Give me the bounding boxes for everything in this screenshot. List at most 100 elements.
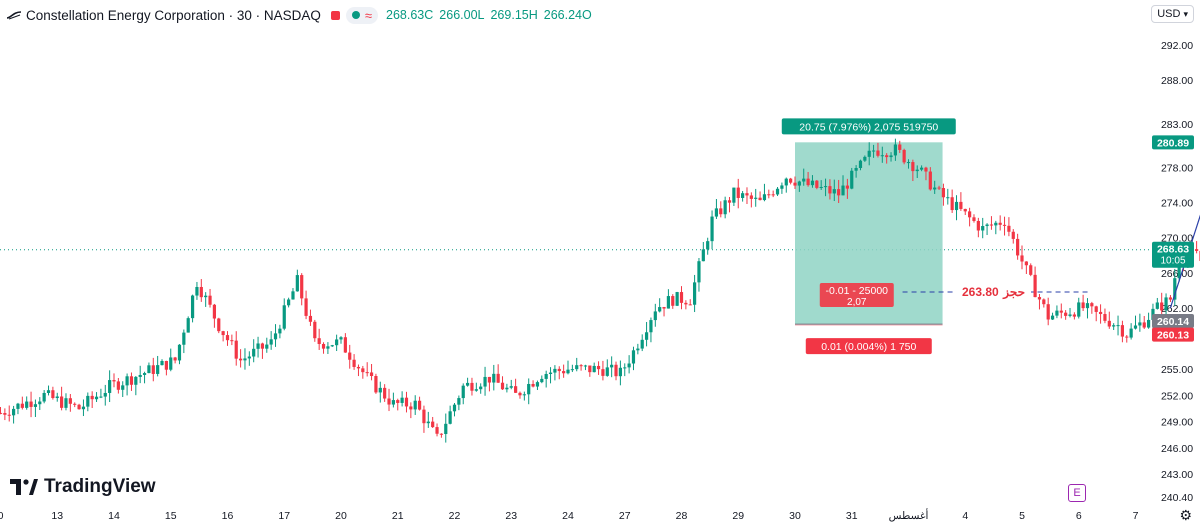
candle[interactable] bbox=[719, 208, 723, 215]
candle[interactable] bbox=[383, 387, 387, 399]
candle[interactable] bbox=[164, 360, 168, 370]
candle[interactable] bbox=[627, 363, 631, 368]
candle[interactable] bbox=[562, 371, 566, 374]
candle[interactable] bbox=[33, 404, 38, 407]
candle[interactable] bbox=[208, 295, 212, 305]
candle[interactable] bbox=[335, 339, 339, 346]
candle[interactable] bbox=[575, 365, 579, 370]
candle[interactable] bbox=[1020, 255, 1024, 262]
candle[interactable] bbox=[780, 185, 784, 189]
candle[interactable] bbox=[540, 378, 544, 383]
candle[interactable] bbox=[522, 394, 526, 396]
candle[interactable] bbox=[505, 387, 509, 390]
candle[interactable] bbox=[11, 408, 16, 416]
candle[interactable] bbox=[880, 155, 884, 157]
candle[interactable] bbox=[1081, 302, 1085, 309]
candle[interactable] bbox=[51, 390, 55, 399]
candle[interactable] bbox=[169, 357, 173, 370]
candle[interactable] bbox=[278, 328, 282, 334]
candle[interactable] bbox=[1098, 311, 1103, 315]
candle[interactable] bbox=[527, 383, 531, 395]
candle[interactable] bbox=[867, 150, 871, 157]
candle[interactable] bbox=[688, 304, 692, 306]
candle[interactable] bbox=[29, 401, 33, 407]
candle[interactable] bbox=[500, 382, 505, 390]
candle[interactable] bbox=[151, 365, 155, 374]
candle[interactable] bbox=[3, 413, 7, 415]
stop-zone[interactable] bbox=[795, 324, 943, 326]
candle[interactable] bbox=[644, 332, 649, 340]
candle[interactable] bbox=[548, 372, 553, 374]
candle[interactable] bbox=[889, 155, 893, 158]
candle[interactable] bbox=[1011, 231, 1015, 239]
candle[interactable] bbox=[1033, 274, 1037, 298]
candle[interactable] bbox=[614, 364, 618, 377]
candle[interactable] bbox=[221, 331, 225, 336]
candle[interactable] bbox=[701, 249, 705, 262]
candle[interactable] bbox=[230, 340, 234, 342]
candle[interactable] bbox=[876, 150, 880, 156]
candle[interactable] bbox=[662, 307, 666, 309]
candle[interactable] bbox=[850, 170, 854, 189]
candle[interactable] bbox=[1059, 310, 1063, 313]
candle[interactable] bbox=[243, 358, 247, 361]
candle[interactable] bbox=[308, 315, 313, 322]
candle[interactable] bbox=[640, 339, 644, 349]
candle[interactable] bbox=[147, 365, 151, 374]
candle[interactable] bbox=[326, 346, 330, 349]
candle[interactable] bbox=[837, 189, 841, 196]
candle[interactable] bbox=[90, 395, 94, 400]
candle[interactable] bbox=[623, 367, 627, 369]
candle[interactable] bbox=[937, 187, 941, 189]
candle[interactable] bbox=[1173, 278, 1177, 300]
candle[interactable] bbox=[784, 178, 788, 186]
candle[interactable] bbox=[666, 296, 671, 309]
candle[interactable] bbox=[963, 208, 967, 212]
candle[interactable] bbox=[692, 282, 697, 305]
candle[interactable] bbox=[658, 307, 662, 312]
candle[interactable] bbox=[116, 381, 120, 390]
candle[interactable] bbox=[16, 403, 20, 409]
candle[interactable] bbox=[1125, 336, 1129, 338]
candle[interactable] bbox=[1107, 320, 1111, 327]
candle[interactable] bbox=[321, 343, 326, 349]
candle[interactable] bbox=[736, 187, 740, 198]
candle[interactable] bbox=[514, 386, 518, 393]
candle[interactable] bbox=[954, 201, 959, 211]
candle[interactable] bbox=[535, 382, 540, 387]
candle[interactable] bbox=[212, 304, 217, 319]
candle[interactable] bbox=[1195, 249, 1199, 251]
candle[interactable] bbox=[422, 409, 426, 424]
candle[interactable] bbox=[173, 357, 177, 361]
candle[interactable] bbox=[989, 224, 994, 226]
candle[interactable] bbox=[365, 372, 369, 374]
candle[interactable] bbox=[300, 275, 304, 299]
candle[interactable] bbox=[1085, 303, 1090, 309]
candle[interactable] bbox=[474, 389, 478, 391]
candle[interactable] bbox=[256, 343, 260, 349]
candle[interactable] bbox=[160, 360, 164, 366]
candle[interactable] bbox=[1116, 325, 1120, 327]
candle[interactable] bbox=[697, 261, 701, 283]
candle[interactable] bbox=[129, 376, 134, 385]
candle[interactable] bbox=[186, 318, 190, 333]
candle[interactable] bbox=[854, 168, 858, 171]
candle[interactable] bbox=[496, 373, 500, 383]
candle[interactable] bbox=[985, 224, 989, 227]
candle[interactable] bbox=[374, 375, 378, 393]
candle[interactable] bbox=[287, 299, 291, 306]
candle[interactable] bbox=[1120, 325, 1125, 337]
candle[interactable] bbox=[348, 352, 352, 360]
candle[interactable] bbox=[898, 144, 902, 150]
indicator-pill[interactable]: ≈ bbox=[345, 6, 379, 24]
currency-select[interactable]: USD ▾ bbox=[1151, 5, 1194, 23]
candle[interactable] bbox=[810, 180, 815, 186]
candle[interactable] bbox=[46, 390, 51, 393]
candle[interactable] bbox=[518, 392, 522, 396]
candle[interactable] bbox=[832, 189, 836, 194]
candle[interactable] bbox=[610, 364, 614, 368]
candle[interactable] bbox=[653, 311, 657, 321]
candle[interactable] bbox=[55, 396, 59, 399]
candle[interactable] bbox=[204, 295, 208, 298]
candle[interactable] bbox=[369, 372, 374, 376]
